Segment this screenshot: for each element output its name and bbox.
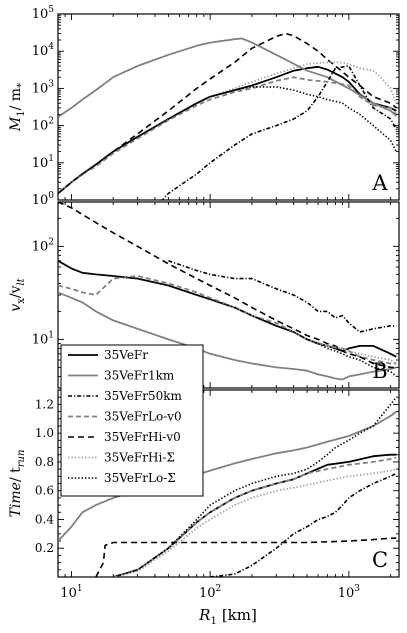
y-tick-exp: 2: [48, 117, 54, 127]
panel-letter: C: [372, 548, 388, 572]
series-line-35VeFrHi-v0: [58, 32, 397, 195]
y-tick-label: 1.0: [35, 426, 54, 440]
series-line-35VeFrLo-v0: [58, 275, 397, 365]
x-label-main: R: [198, 606, 210, 624]
series-group: [58, 396, 397, 577]
series-line-35VeFr1km: [58, 410, 397, 542]
panel-letter: A: [371, 171, 388, 195]
y-label-sub2: run: [16, 450, 27, 468]
x-axis-label: R1 [km]: [198, 606, 257, 627]
y-label-main: Time: [8, 482, 24, 517]
legend: 35VeFr 35VeFr1km 35VeFr50km 35VeFrLo-v0 35Ve…: [60, 344, 204, 497]
y-label-rest: / t: [8, 467, 24, 482]
y-label-main: v: [8, 304, 24, 312]
y-tick-label: 105: [32, 5, 55, 22]
y-tick-label: 0.4: [35, 512, 54, 526]
y-tick-label: 0.8: [35, 455, 54, 469]
x-tick-base: 10: [199, 586, 216, 601]
series-line-35VeFr50km: [210, 472, 397, 577]
y-label-sub: 1: [16, 110, 27, 116]
legend-label: 35VeFrLo-v0: [104, 410, 182, 424]
series-line-35VeFr1km: [58, 291, 397, 381]
y-tick-base: 10: [32, 332, 49, 347]
x-tick-base: 10: [60, 586, 77, 601]
series-line-35VeFrLo-v0: [58, 76, 397, 195]
x-tick-label: 103: [338, 584, 361, 601]
y-label-rest: /v: [8, 285, 24, 298]
series-line-35VeFr50km: [161, 65, 397, 200]
y-tick-exp: 3: [48, 79, 54, 89]
x-tick-exp: 1: [77, 584, 83, 594]
series-group: [58, 32, 398, 200]
plot-frame: [57, 13, 400, 201]
y-tick-exp: 2: [48, 237, 54, 247]
y-tick-label: 1.2: [35, 397, 54, 411]
y-tick-exp: 1: [48, 330, 54, 340]
y-label-rest: / m: [8, 88, 24, 110]
series-line-35VeFrHi-v0: [58, 202, 397, 369]
series-line-35VeFr: [58, 260, 397, 358]
series-line-35VeFrLo-Σ: [58, 86, 398, 195]
legend-label: 35VeFrHi-Σ: [104, 451, 175, 465]
y-tick-label: 103: [32, 79, 55, 96]
y-axis-label: M1/ m*: [8, 83, 27, 132]
y-tick-base: 10: [32, 119, 49, 134]
y-label-sub: x: [16, 298, 27, 304]
legend-label: 35VeFr50km: [104, 389, 183, 403]
y-tick-label: 100: [32, 191, 55, 208]
legend-label: 35VeFrLo-Σ: [104, 471, 176, 485]
series-line-35VeFr1km: [58, 37, 397, 118]
y-tick-exp: 0: [48, 191, 54, 201]
y-tick-base: 10: [32, 239, 49, 254]
legend-box: [60, 344, 204, 497]
y-tick-label: 102: [32, 117, 54, 134]
y-label-sub2: *: [16, 83, 27, 88]
y-tick-label: 0.6: [35, 484, 54, 498]
y-tick-base: 10: [32, 7, 49, 22]
y-label-sub2: lt: [16, 277, 27, 285]
legend-label: 35VeFr: [104, 348, 148, 362]
x-label-unit: [km]: [222, 606, 257, 624]
y-tick-base: 10: [32, 44, 49, 59]
x-tick-label: 102: [199, 584, 221, 601]
y-tick-label: 101: [32, 154, 54, 171]
y-tick-label: 101: [32, 330, 54, 347]
y-axis-label: vx/vlt: [8, 277, 27, 311]
y-tick-base: 10: [32, 156, 49, 171]
x-tick-exp: 3: [354, 584, 360, 594]
y-tick-exp: 4: [48, 42, 54, 52]
legend-label: 35VeFrHi-v0: [104, 430, 181, 444]
series-line-35VeFrHi-Σ: [58, 61, 398, 195]
y-tick-base: 10: [32, 193, 49, 208]
y-axis-label: Time/ trun: [8, 450, 27, 518]
panel-letter: B: [372, 359, 387, 383]
y-tick-label: 102: [32, 237, 54, 254]
series-line-35VeFrHi-v0: [95, 537, 397, 577]
panel-C: 0.2 0.4 0.6 0.8 1.0 1.2 C Time/ trun: [8, 389, 400, 578]
x-tick-label: 101: [60, 584, 82, 601]
y-label-main: M: [8, 116, 24, 132]
y-tick-base: 10: [32, 81, 49, 96]
legend-label: 35VeFr1km: [104, 369, 175, 383]
y-tick-label: 104: [32, 42, 55, 59]
x-label-sub: 1: [210, 616, 216, 627]
series-group: [58, 202, 397, 381]
x-tick-exp: 2: [216, 584, 222, 594]
y-tick-exp: 5: [48, 5, 54, 15]
x-tick-base: 10: [338, 586, 355, 601]
y-tick-exp: 1: [48, 154, 54, 164]
y-tick-label: 0.2: [35, 541, 54, 555]
